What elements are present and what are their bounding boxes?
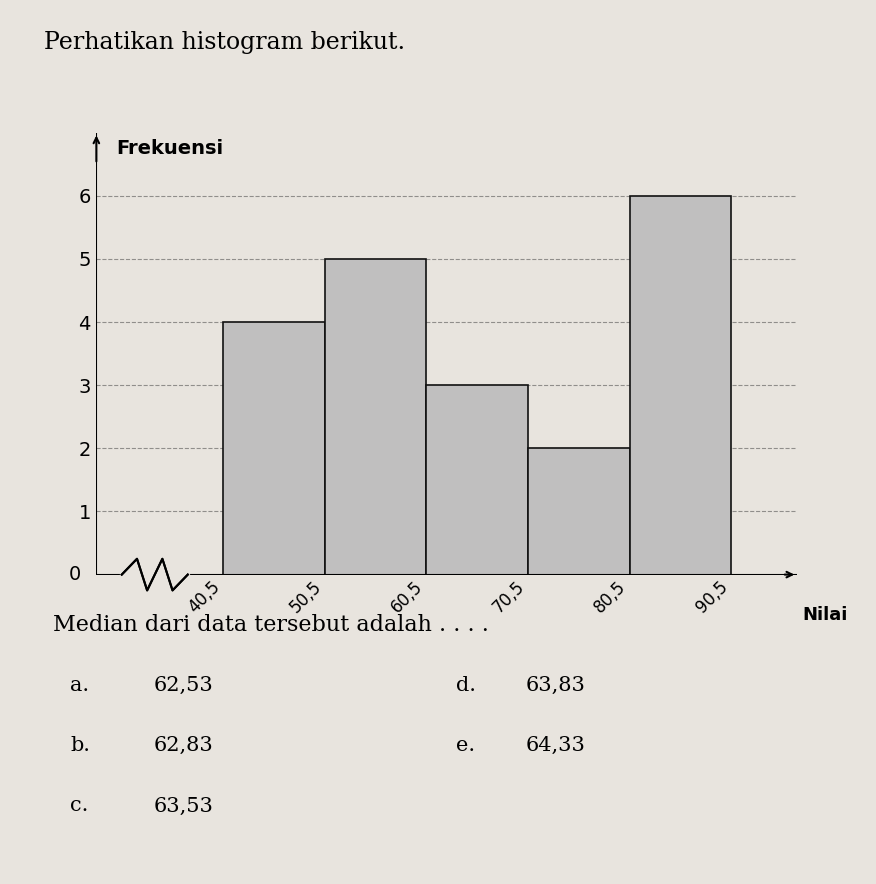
- Text: Frekuensi: Frekuensi: [117, 139, 223, 158]
- Text: 0: 0: [69, 565, 81, 584]
- Text: 63,83: 63,83: [526, 676, 585, 695]
- Bar: [427, 385, 528, 575]
- Bar: [630, 195, 731, 575]
- Text: Median dari data tersebut adalah . . . .: Median dari data tersebut adalah . . . .: [53, 614, 489, 636]
- Text: b.: b.: [70, 736, 90, 755]
- Text: c.: c.: [70, 796, 88, 815]
- Text: 64,33: 64,33: [526, 736, 585, 755]
- Text: 63,53: 63,53: [153, 796, 213, 815]
- Bar: [223, 322, 325, 575]
- Text: 62,53: 62,53: [153, 676, 213, 695]
- Bar: [325, 259, 427, 575]
- Text: Nilai: Nilai: [802, 606, 848, 624]
- Text: a.: a.: [70, 676, 89, 695]
- Text: 62,83: 62,83: [153, 736, 213, 755]
- Text: Perhatikan histogram berikut.: Perhatikan histogram berikut.: [44, 31, 405, 54]
- Bar: [528, 448, 630, 575]
- Text: e.: e.: [456, 736, 475, 755]
- Text: d.: d.: [456, 676, 476, 695]
